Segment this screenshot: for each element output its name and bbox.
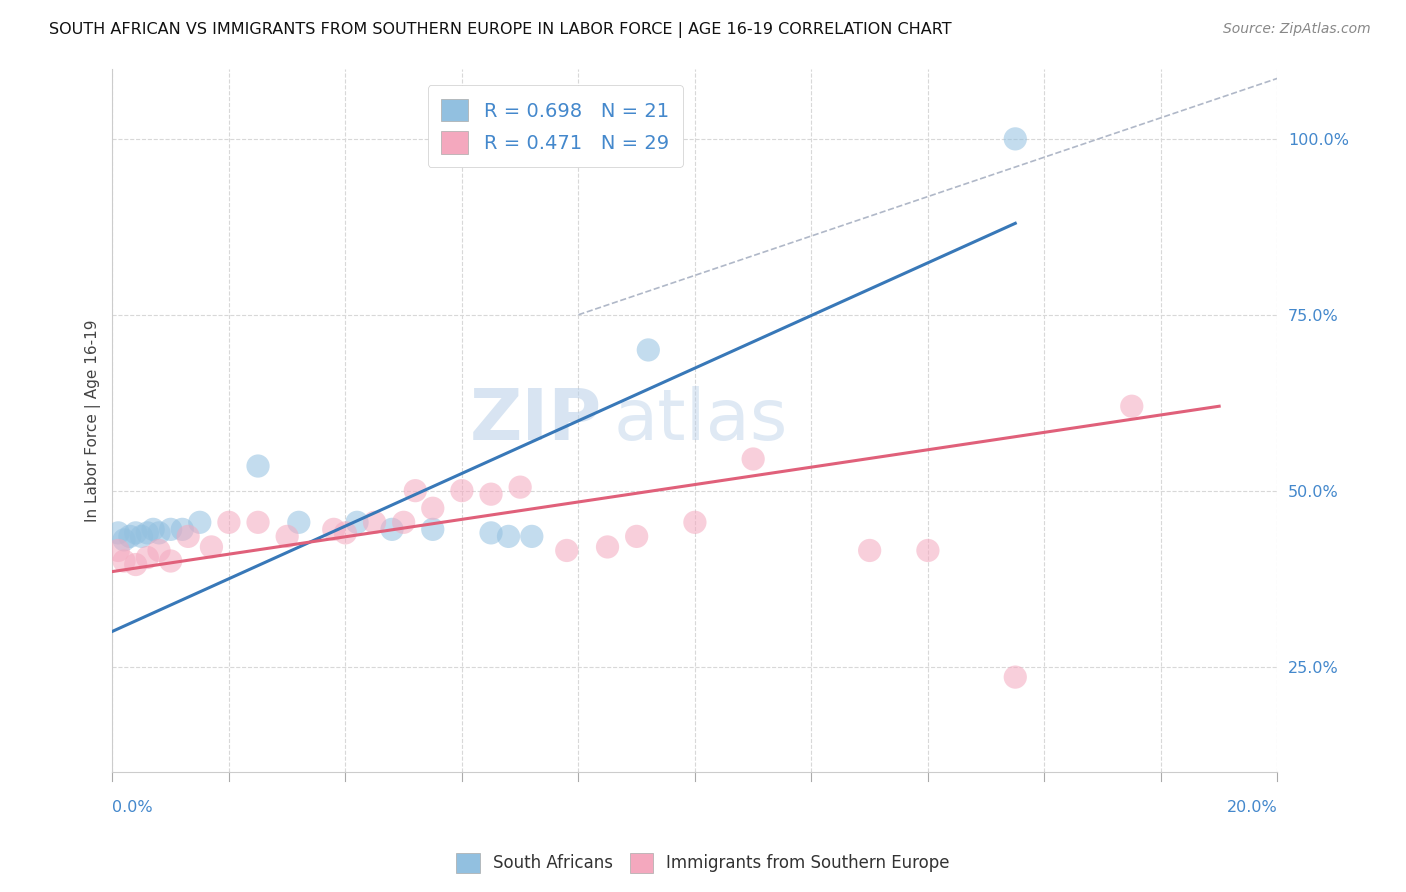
Point [136, 525, 159, 540]
Point [218, 516, 240, 530]
Point [596, 540, 619, 554]
Point [107, 525, 129, 540]
Point [451, 483, 474, 498]
Point [346, 516, 368, 530]
Point [520, 529, 543, 543]
Point [509, 480, 531, 494]
Text: Source: ZipAtlas.com: Source: ZipAtlas.com [1223, 22, 1371, 37]
Point [479, 525, 502, 540]
Point [335, 525, 357, 540]
Point [1004, 670, 1026, 684]
Point [125, 558, 148, 572]
Point [159, 554, 181, 568]
Point [683, 516, 706, 530]
Point [276, 529, 298, 543]
Point [200, 540, 222, 554]
Point [1004, 132, 1026, 146]
Point [159, 522, 181, 536]
Legend: R = 0.698   N = 21, R = 0.471   N = 29: R = 0.698 N = 21, R = 0.471 N = 29 [427, 86, 683, 167]
Point [479, 487, 502, 501]
Point [917, 543, 939, 558]
Point [148, 525, 170, 540]
Point [136, 550, 159, 565]
Point [142, 522, 165, 536]
Legend: South Africans, Immigrants from Southern Europe: South Africans, Immigrants from Southern… [450, 847, 956, 880]
Point [498, 529, 520, 543]
Point [381, 522, 404, 536]
Point [637, 343, 659, 357]
Point [247, 458, 270, 473]
Text: 0.0%: 0.0% [112, 800, 153, 815]
Point [555, 543, 578, 558]
Point [404, 483, 426, 498]
Point [188, 516, 211, 530]
Point [859, 543, 882, 558]
Point [392, 516, 415, 530]
Point [125, 525, 148, 540]
Text: SOUTH AFRICAN VS IMMIGRANTS FROM SOUTHERN EUROPE IN LABOR FORCE | AGE 16-19 CORR: SOUTH AFRICAN VS IMMIGRANTS FROM SOUTHER… [49, 22, 952, 38]
Point [118, 529, 141, 543]
Text: atlas: atlas [613, 386, 787, 455]
Point [177, 529, 200, 543]
Point [107, 543, 129, 558]
Point [422, 522, 444, 536]
Y-axis label: In Labor Force | Age 16-19: In Labor Force | Age 16-19 [86, 319, 101, 522]
Text: 20.0%: 20.0% [1226, 800, 1278, 815]
Point [288, 516, 311, 530]
Point [422, 501, 444, 516]
Point [112, 533, 135, 547]
Point [363, 516, 385, 530]
Point [1121, 399, 1143, 413]
Point [148, 543, 170, 558]
Point [626, 529, 648, 543]
Text: ZIP: ZIP [470, 386, 602, 455]
Point [172, 522, 194, 536]
Point [322, 522, 344, 536]
Point [112, 554, 135, 568]
Point [131, 529, 153, 543]
Point [247, 516, 270, 530]
Point [742, 452, 765, 467]
